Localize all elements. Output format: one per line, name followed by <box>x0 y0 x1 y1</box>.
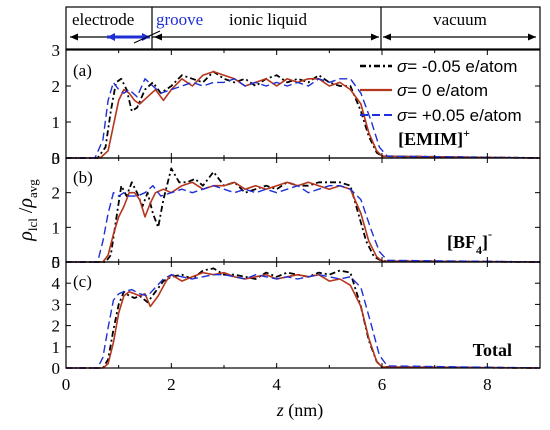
legend-sigma-1: σ <box>397 57 408 76</box>
region-band-frame <box>65 6 541 50</box>
panel-tag-b: (b) <box>73 168 93 187</box>
y-axis-title-slash: / <box>15 207 37 218</box>
legend-text-1: = -0.05 e/atom <box>407 57 517 76</box>
x-tick-label-1: 2 <box>167 375 176 394</box>
y-tick-label-b-2: 2 <box>52 184 61 203</box>
y-tick-label-b-3: 3 <box>52 149 61 168</box>
legend-label-1: σ= -0.05 e/atom <box>397 57 517 76</box>
y-axis-title-sub2: avg <box>25 179 40 198</box>
series-line-a-2 <box>66 70 541 159</box>
y-tick-label-a-2: 2 <box>52 77 61 96</box>
panel-label-a: (a) [EMIM]+ <box>73 61 470 149</box>
series-line-c-1 <box>66 267 541 369</box>
x-axis-title: z (nm) <box>276 400 324 421</box>
legend-label-2: σ= 0 e/atom <box>397 81 488 100</box>
groove-pointer-line <box>133 30 161 44</box>
series-line-b-1 <box>66 167 541 263</box>
vacuum-arrow-right-head <box>528 33 536 41</box>
panel-label-b: (b) [BF4]- <box>73 168 492 257</box>
legend-sigma-3: σ <box>397 106 408 125</box>
panel-species-b-sub: 4 <box>476 243 482 257</box>
y-tick-label-a-0: 0 <box>52 149 61 168</box>
y-tick-label-c-5: 5 <box>52 253 61 272</box>
x-tick-label-0: 0 <box>62 375 71 394</box>
region-label-vacuum: vacuum <box>433 10 487 29</box>
panel-label-c: (c) Total <box>73 272 512 360</box>
vacuum-arrow-left-head <box>383 33 391 41</box>
electrode-arrow-left-head <box>70 33 78 41</box>
x-tick-label-3: 6 <box>378 375 387 394</box>
panel-frame-c <box>65 261 541 369</box>
panel-species-a: [EMIM]+ <box>398 126 470 149</box>
region-band: electrode groove ionic liquid vacuum <box>65 6 541 50</box>
y-tick-label-c-3: 3 <box>52 295 61 314</box>
y-tick-label-b-0: 0 <box>52 253 61 272</box>
panel-species-b: [BF4]- <box>447 227 492 257</box>
groove-arrow-left-head <box>107 33 115 41</box>
y-axis-title: ρlcl /ρavg <box>15 179 40 242</box>
panel-b: 0 1 2 3 <box>52 149 541 272</box>
y-tick-label-c-0: 0 <box>52 359 61 378</box>
x-axis-title-unit: (nm) <box>284 400 324 421</box>
region-label-electrode: electrode <box>72 10 134 29</box>
legend-text-2: = 0 e/atom <box>407 81 488 100</box>
panel-species-a-sup: + <box>463 126 470 140</box>
y-tick-label-c-1: 1 <box>52 338 61 357</box>
panel-species-c: Total <box>473 340 512 360</box>
y-tick-label-b-1: 1 <box>52 218 61 237</box>
series-line-a-3 <box>66 78 541 159</box>
series-line-c-2 <box>66 271 541 369</box>
y-axis-title-rho1: ρ <box>15 231 37 242</box>
panel-c: 0 1 2 3 4 5 <box>52 253 541 378</box>
y-axis-title-rho2: ρ <box>15 198 37 209</box>
legend-text-3: = +0.05 e/atom <box>407 106 521 125</box>
x-axis-title-var: z <box>276 400 284 420</box>
ionic-liquid-arrow-right-head <box>371 33 379 41</box>
y-tick-label-a-3: 3 <box>52 41 61 60</box>
y-tick-label-c-2: 2 <box>52 317 61 336</box>
x-tick-labels: 0 2 4 6 8 <box>62 375 492 394</box>
legend-label-3: σ= +0.05 e/atom <box>397 106 522 125</box>
x-tick-label-4: 8 <box>483 375 492 394</box>
y-axis-title-sub1: lcl <box>25 218 40 231</box>
panel-species-b-tail: ] <box>482 232 488 252</box>
panel-species-b-sup: - <box>488 227 492 241</box>
series-line-c-3 <box>66 274 541 369</box>
panel-tag-c: (c) <box>73 272 92 291</box>
panel-tag-a: (a) <box>73 61 92 80</box>
panel-species-a-main: [EMIM] <box>398 129 463 149</box>
legend-sigma-2: σ <box>397 81 408 100</box>
x-tick-label-2: 4 <box>272 375 281 394</box>
ionic-liquid-arrow-left-head <box>154 33 162 41</box>
y-tick-label-a-1: 1 <box>52 113 61 132</box>
panel-species-b-main: [BF <box>447 232 476 252</box>
region-label-groove: groove <box>156 10 203 29</box>
y-tick-label-c-4: 4 <box>52 274 61 293</box>
region-label-ionic-liquid: ionic liquid <box>229 10 307 29</box>
series-line-b-3 <box>66 184 541 263</box>
